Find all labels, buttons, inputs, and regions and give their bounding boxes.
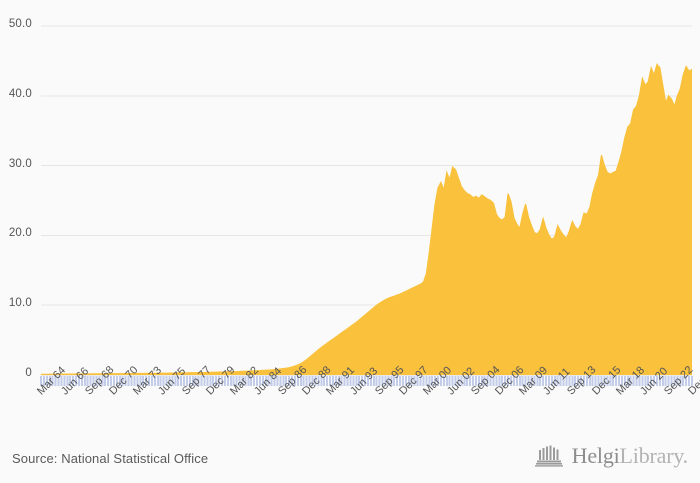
library-building-icon bbox=[534, 445, 563, 467]
area-series bbox=[41, 64, 692, 375]
chart-footer: Source: National Statistical Office Helg… bbox=[0, 430, 700, 483]
brand-wordmark: HelgiLibrary. bbox=[571, 443, 689, 468]
y-axis-tick-label: 10.0 bbox=[8, 297, 32, 310]
source-label: Source: National Statistical Office bbox=[12, 451, 209, 466]
area-chart-svg bbox=[40, 25, 693, 386]
y-axis-tick-label: 0 bbox=[25, 367, 32, 379]
brand-primary: Helgi bbox=[571, 443, 620, 468]
y-axis-tick-label: 40.0 bbox=[8, 87, 32, 100]
brand-secondary: Library. bbox=[619, 443, 689, 468]
x-axis-ticks bbox=[40, 376, 693, 386]
y-axis-tick-label: 30.0 bbox=[8, 157, 32, 170]
helgi-library-logo[interactable]: HelgiLibrary. bbox=[534, 443, 689, 468]
area-series-line bbox=[41, 63, 693, 375]
y-axis-tick-label: 50.0 bbox=[8, 18, 32, 30]
plot-area: 0 10.0 20.0 30.0 40.0 50.0 Mar 64 Jun 66 Sep 68… bbox=[8, 18, 700, 397]
y-axis-tick-label: 20.0 bbox=[8, 227, 32, 240]
